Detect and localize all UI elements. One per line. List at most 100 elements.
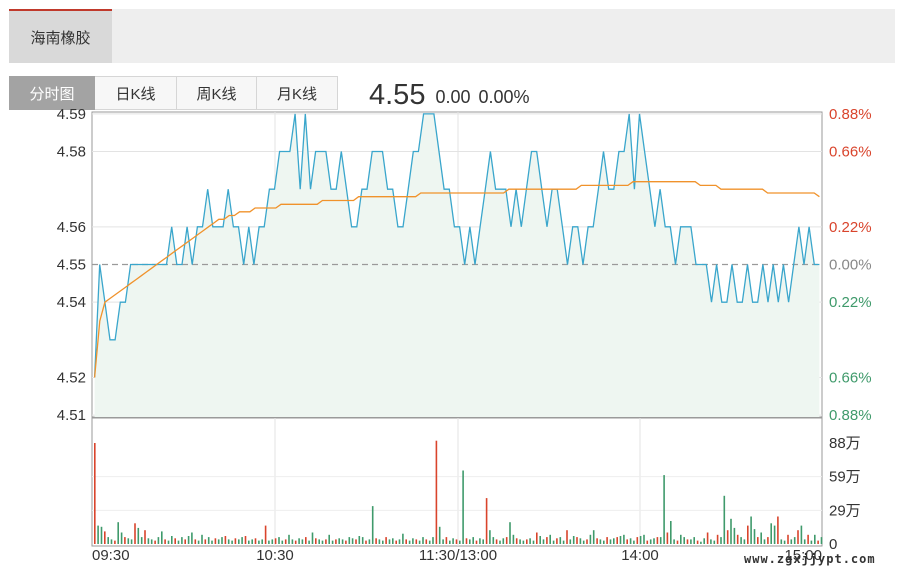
volume-bar: [395, 540, 397, 544]
stock-name-tab[interactable]: 海南橡胶: [9, 9, 112, 63]
volume-bar: [392, 538, 394, 544]
tab-weekly-k[interactable]: 周K线: [177, 76, 257, 110]
volume-bar: [730, 518, 732, 545]
volume-bar: [676, 540, 679, 544]
volume-bar: [244, 536, 247, 544]
volume-bar: [596, 538, 598, 544]
volume-bar: [114, 540, 116, 544]
volume-bar: [743, 539, 746, 544]
volume-bar: [559, 537, 562, 544]
volume-bar: [405, 539, 407, 544]
volume-bar: [780, 539, 783, 544]
volume-bar: [107, 537, 109, 544]
volume-bar: [582, 540, 585, 544]
volume-bar: [489, 530, 491, 544]
tab-monthly-k[interactable]: 月K线: [257, 76, 338, 110]
volume-bar: [281, 540, 284, 544]
volume-bar: [653, 538, 655, 544]
volume-bar: [636, 537, 639, 544]
volume-bar: [382, 540, 384, 544]
percent-tick-label: 0.88%: [829, 407, 872, 424]
volume-bar: [204, 539, 207, 544]
volume-bar: [592, 530, 595, 544]
volume-bar: [790, 539, 793, 544]
volume-bar: [358, 536, 361, 544]
volume-bar: [499, 540, 501, 544]
volume-bar: [315, 538, 317, 544]
volume-tick-label: 59万: [829, 469, 861, 486]
volume-bar: [351, 538, 354, 544]
volume-bar: [449, 540, 451, 544]
volume-bar: [378, 539, 381, 544]
volume-bar: [820, 537, 823, 544]
volume-bar: [425, 539, 428, 544]
volume-bar: [438, 526, 441, 544]
volume-bar: [723, 495, 726, 544]
volume-bar: [529, 538, 531, 544]
volume-bar: [680, 534, 682, 544]
volume-bar: [629, 538, 632, 544]
volume-bar: [526, 539, 528, 544]
volume-bar: [589, 534, 592, 544]
percent-tick-label: 0.88%: [829, 106, 872, 123]
volume-bar: [311, 532, 314, 544]
volume-bar: [569, 539, 572, 544]
volume-bar: [505, 537, 508, 544]
time-tick-label: 11:30/13:00: [419, 547, 497, 564]
price-tick-label: 4.58: [57, 144, 86, 161]
volume-bar: [515, 538, 518, 544]
volume-bar: [606, 537, 608, 544]
volume-bar: [750, 516, 752, 544]
volume-bar: [713, 540, 716, 544]
volume-bar: [328, 534, 330, 544]
volume-bar: [716, 534, 719, 544]
volume-bar: [371, 506, 374, 544]
volume-bar: [512, 534, 515, 544]
volume-bar: [318, 539, 320, 544]
volume-bar: [254, 538, 257, 544]
price-tick-label: 4.59: [57, 106, 86, 123]
volume-bar: [325, 539, 327, 544]
volume-bar: [817, 540, 819, 544]
volume-bar: [666, 532, 669, 544]
volume-bar: [167, 540, 170, 544]
volume-bar: [164, 539, 166, 544]
volume-bar: [331, 540, 334, 544]
volume-bar: [298, 538, 300, 544]
volume-bar: [760, 532, 762, 544]
volume-bar: [432, 537, 434, 544]
volume-bar: [482, 539, 484, 544]
tab-intraday[interactable]: 分时图: [9, 76, 95, 110]
volume-bar: [586, 539, 588, 544]
time-tick-label: 14:00: [621, 547, 659, 564]
volume-bar: [649, 539, 652, 544]
volume-bar: [191, 532, 193, 544]
volume-bar: [546, 537, 548, 544]
volume-bar: [720, 537, 722, 544]
volume-bar: [452, 538, 454, 544]
volume-bar: [127, 538, 130, 544]
volume-bar: [224, 536, 227, 544]
volume-bar: [800, 525, 803, 544]
volume-bar: [753, 529, 756, 544]
volume-bar: [120, 532, 123, 544]
chart-period-tabs: 分时图 日K线 周K线 月K线: [9, 76, 338, 110]
volume-bar: [197, 540, 200, 544]
volume-bar: [368, 539, 371, 544]
volume-bar: [402, 533, 404, 544]
volume-bar: [187, 536, 190, 544]
volume-bar: [288, 534, 290, 544]
volume-bar: [214, 538, 217, 544]
volume-bar: [137, 527, 140, 544]
volume-bar: [388, 539, 391, 544]
volume-bar: [509, 522, 511, 544]
volume-bar: [335, 539, 337, 544]
tab-daily-k[interactable]: 日K线: [95, 76, 177, 110]
volume-bar: [348, 537, 351, 544]
volume-bar: [673, 539, 675, 544]
volume-bar: [184, 539, 186, 544]
volume-bar: [435, 440, 438, 544]
volume-bar: [646, 540, 649, 544]
volume-bar: [556, 538, 558, 544]
